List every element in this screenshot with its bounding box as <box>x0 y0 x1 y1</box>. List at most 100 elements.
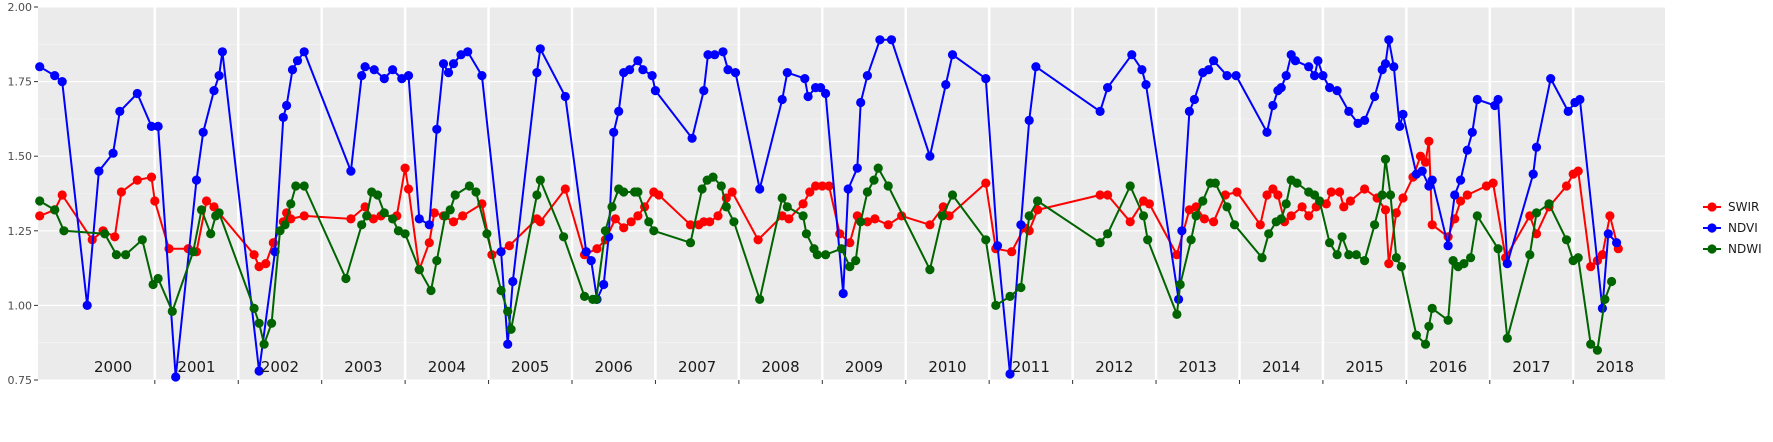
ndvi-point <box>1493 94 1503 105</box>
ndvi-point <box>1304 62 1314 72</box>
ndwi-point <box>1210 178 1220 188</box>
ndvi-point <box>1325 83 1335 93</box>
swir-point <box>811 181 821 191</box>
ndvi-point <box>1313 56 1323 66</box>
ndwi-point <box>379 208 389 218</box>
ndwi-point <box>1459 259 1469 269</box>
ndvi-point <box>925 151 935 161</box>
ndvi-point <box>755 184 765 194</box>
ndvi-point <box>1209 56 1219 66</box>
ndwi-point <box>1103 229 1113 239</box>
ndvi-point <box>581 247 591 257</box>
ndwi-point <box>1344 250 1354 260</box>
ndwi-point <box>1325 238 1335 248</box>
ndvi-point <box>214 71 224 81</box>
ndwi-point <box>1172 309 1182 319</box>
ndvi-point <box>1603 229 1613 239</box>
ndvi-point <box>1016 220 1026 230</box>
ndvi-point <box>1095 106 1105 116</box>
ndwi-point <box>591 294 601 304</box>
year-facet-labels: 2000 2001 2002 2003 2004 2005 2006 2007 2008 2009… <box>94 358 1634 376</box>
swir-point <box>981 178 991 188</box>
ndvi-point <box>477 71 487 81</box>
ndwi-point <box>1466 253 1476 263</box>
year-label: 2016 <box>1429 358 1467 376</box>
swir-point <box>592 244 602 254</box>
swir-point <box>817 181 827 191</box>
swir-point <box>1605 211 1615 221</box>
year-label: 2001 <box>177 358 215 376</box>
ndwi-point <box>1292 178 1302 188</box>
y-tick-label: 1.25 <box>8 225 33 238</box>
ndvi-point <box>941 80 951 90</box>
ndvi-point <box>838 288 848 299</box>
ndvi-point <box>1281 71 1291 81</box>
ndwi-point <box>716 181 726 191</box>
ndwi-point <box>357 220 367 230</box>
ndvi-point <box>463 47 473 57</box>
swir-point <box>883 220 893 230</box>
swir-point <box>633 211 643 221</box>
ndvi-point <box>638 65 648 75</box>
year-label: 2006 <box>595 358 633 376</box>
ndvi-point <box>1462 145 1472 155</box>
ndvi-point <box>1472 94 1482 105</box>
series-swir <box>35 136 1623 275</box>
ndvi-point <box>115 106 125 116</box>
legend: SWIR NDVI NDWI <box>1703 200 1762 256</box>
ndvi-point <box>414 214 424 224</box>
ndvi-point <box>217 47 227 57</box>
ndwi-point <box>432 256 442 266</box>
ndwi-point <box>729 217 739 227</box>
ndvi-point <box>609 127 619 137</box>
ndwi-point <box>341 273 351 284</box>
ndwi-point <box>1370 220 1380 230</box>
ndwi-point <box>801 229 812 239</box>
ndvi-point <box>1398 109 1408 119</box>
swir-point <box>753 235 763 245</box>
ndvi-point <box>432 124 442 134</box>
ndvi-point <box>703 50 713 60</box>
ndvi-point <box>532 68 542 78</box>
ndwi-point <box>249 303 259 313</box>
ndvi-point <box>1370 91 1380 102</box>
ndwi-point <box>362 211 372 221</box>
ndvi-point <box>947 50 958 60</box>
ndwi-point <box>845 262 855 272</box>
swir-point <box>1335 187 1345 197</box>
ndvi-point <box>379 74 389 84</box>
swir-point <box>1199 214 1209 224</box>
ndwi-point <box>259 339 269 349</box>
ndwi-point <box>1281 199 1291 209</box>
swir-point <box>1262 190 1272 200</box>
legend-label: SWIR <box>1728 200 1759 214</box>
swir-point <box>400 163 410 173</box>
ndvi-point <box>862 71 873 81</box>
swir-point <box>1561 181 1572 191</box>
swir-point <box>57 190 67 200</box>
ndwi-point <box>991 300 1001 310</box>
swir-point <box>1286 211 1296 221</box>
ndvi-point <box>625 65 635 75</box>
ndvi-point <box>292 56 303 66</box>
swir-point <box>1488 178 1498 188</box>
ndvi-point <box>1231 71 1241 81</box>
swir-point <box>110 232 120 242</box>
ndvi-point <box>1276 83 1286 93</box>
ndwi-point <box>373 190 383 200</box>
swir-point <box>1297 202 1307 212</box>
y-axis: 0.75 1.00 1.25 1.50 1.75 2.00 <box>8 1 38 387</box>
ndwi-point <box>1095 238 1105 248</box>
ndwi-point <box>1573 253 1583 263</box>
ndwi-point <box>1337 232 1347 242</box>
ndwi-point <box>1424 321 1434 331</box>
ndvi-point <box>777 94 787 105</box>
swir-point <box>1007 247 1017 257</box>
ndwi-point <box>798 211 808 221</box>
swir-point <box>705 217 715 227</box>
swir-point <box>835 229 845 239</box>
gridlines <box>38 6 1665 381</box>
ndvi-point <box>1450 190 1460 200</box>
swir-point <box>1125 217 1135 227</box>
